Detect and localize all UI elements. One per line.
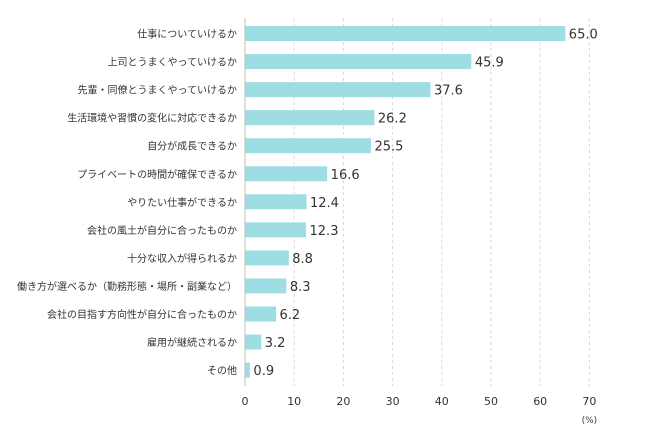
bar (245, 54, 472, 70)
data-label: 65.0 (569, 28, 598, 43)
category-label: その他 (207, 364, 237, 377)
bar (245, 362, 250, 378)
category-label: 雇用が継続されるか (147, 336, 237, 349)
x-tick-label: 50 (484, 395, 498, 408)
bar (245, 334, 262, 350)
x-tick-label: 30 (386, 395, 400, 408)
category-label: 会社の風土が自分に合ったものか (87, 224, 237, 237)
bar (245, 306, 277, 322)
bar (245, 222, 307, 238)
bar (245, 250, 289, 266)
data-label: 6.2 (280, 308, 301, 323)
unit-label: (%) (582, 416, 598, 426)
x-tick-label: 20 (336, 395, 350, 408)
category-label: 上司とうまくやっていけるか (108, 57, 238, 69)
category-label: 会社の目指す方向性が自分に合ったものか (47, 308, 237, 321)
x-tick-label: 60 (533, 395, 547, 408)
data-label: 26.2 (378, 112, 407, 127)
x-tick-label: 0 (242, 395, 249, 408)
category-label: 十分な収入が得られるか (127, 252, 237, 265)
data-label: 45.9 (475, 56, 504, 71)
category-label: 働き方が選べるか（勤務形態・場所・副業など） (17, 280, 237, 293)
bar (245, 26, 566, 41)
x-tick-label: 70 (582, 395, 596, 408)
category-label: やりたい仕事ができるか (127, 196, 237, 209)
data-label: 3.2 (265, 336, 286, 351)
category-label: 自分が成長できるか (147, 140, 237, 153)
bar (245, 82, 431, 98)
data-label: 8.8 (292, 252, 313, 267)
bar (245, 166, 328, 182)
bar (245, 110, 375, 126)
category-label: プライベートの時間が確保できるか (77, 168, 237, 181)
data-label: 25.5 (374, 140, 403, 155)
bar (245, 194, 307, 210)
bar (245, 278, 287, 294)
data-label: 0.9 (253, 364, 274, 379)
x-tick-label: 40 (435, 395, 449, 408)
data-label: 37.6 (434, 84, 463, 99)
category-label: 仕事についていけるか (137, 28, 237, 41)
data-label: 12.4 (310, 196, 339, 211)
bar (245, 138, 371, 154)
category-label: 先輩・同僚とうまくやっていけるか (78, 84, 238, 97)
category-label: 生活環境や習慣の変化に対応できるか (67, 112, 237, 125)
data-label: 12.3 (310, 224, 339, 239)
data-label: 8.3 (290, 280, 311, 295)
data-label: 16.6 (331, 168, 360, 183)
x-tick-label: 10 (287, 395, 301, 408)
